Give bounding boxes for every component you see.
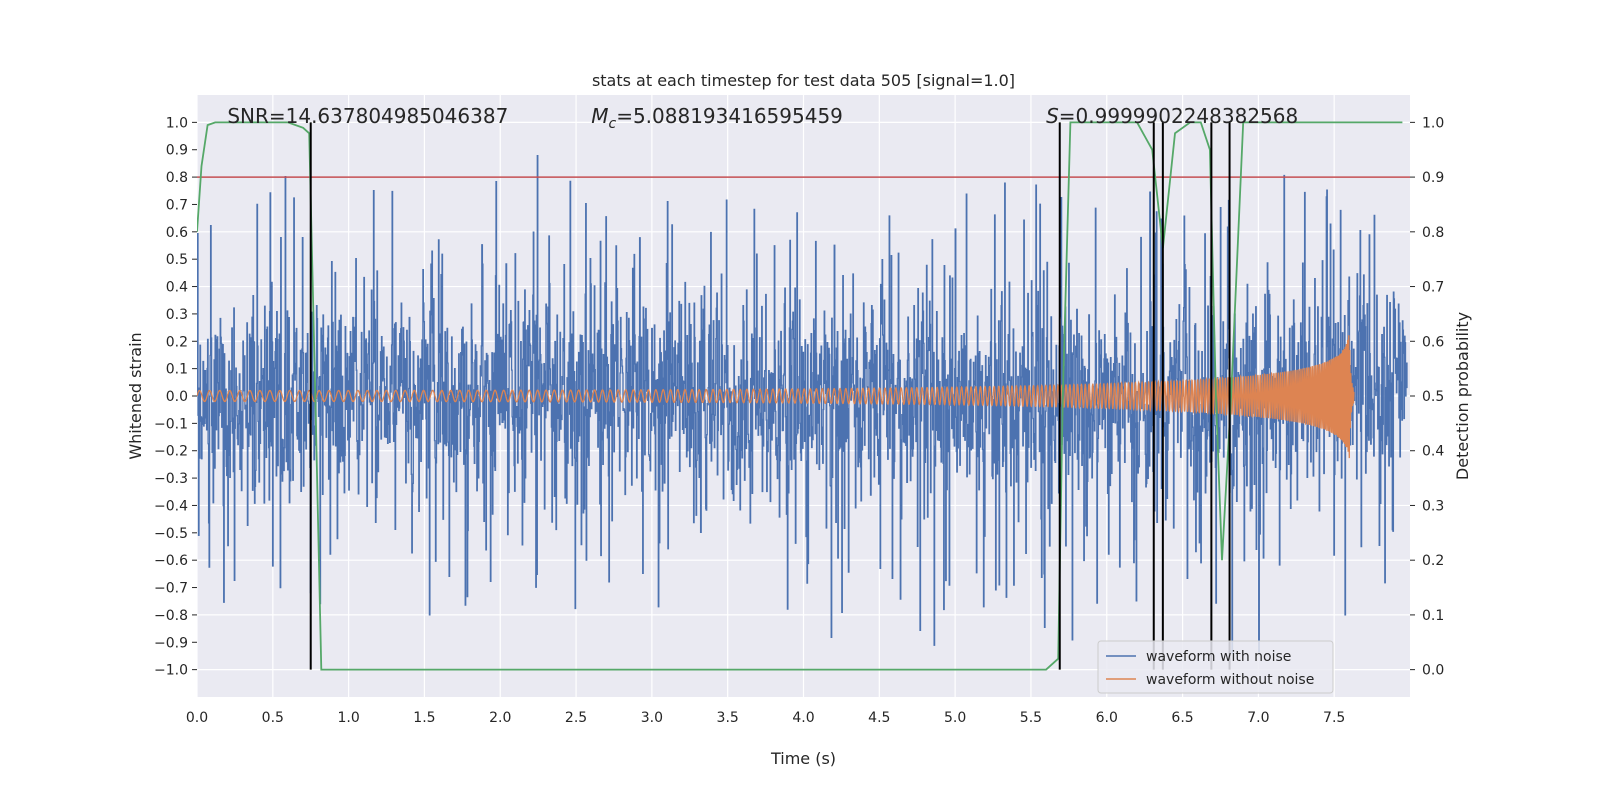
y-axis-label-right: Detection probability [1453, 312, 1472, 480]
y-tick-label-left: 0.7 [166, 197, 188, 213]
x-tick-label: 1.0 [337, 710, 359, 726]
x-tick-label: 7.5 [1323, 710, 1345, 726]
x-tick-label: 0.0 [186, 710, 208, 726]
y-tick-label-right: 1.0 [1422, 115, 1444, 131]
y-tick-label-left: −0.2 [154, 444, 188, 460]
x-tick-label: 3.0 [641, 710, 663, 726]
x-tick-label: 2.0 [489, 710, 511, 726]
score-annotation: S=0.9999902248382568 [1046, 104, 1298, 128]
y-tick-label-left: −1.0 [154, 663, 188, 679]
y-tick-label-right: 0.3 [1422, 498, 1444, 514]
x-tick-label: 4.5 [868, 710, 890, 726]
y-tick-label-left: 0.1 [166, 362, 188, 378]
x-tick-label: 5.5 [1020, 710, 1042, 726]
y-axis-label-left: Whitened strain [126, 332, 145, 459]
x-axis-label: Time (s) [770, 749, 836, 768]
data-layer [197, 121, 1410, 671]
legend: waveform with noise waveform without noi… [1097, 640, 1334, 694]
chirp-mass-symbol: M [591, 104, 608, 128]
y-tick-label-right: 0.0 [1422, 663, 1444, 679]
y-tick-label-left: 0.2 [166, 334, 188, 350]
series-detection-probability [197, 121, 1403, 671]
y-tick-label-left: −0.4 [154, 498, 188, 514]
y-tick-label-left: 0.4 [166, 280, 188, 296]
x-tick-label: 6.0 [1096, 710, 1118, 726]
y-tick-label-left: −0.1 [154, 416, 188, 432]
ticks: 0.0 0.5 1.0 1.5 2.0 2.5 3.0 3.5 4.0 4.5 5.0 5.5 6.0 6… [154, 115, 1444, 726]
y-tick-label-left: −0.7 [154, 581, 188, 597]
x-tick-label: 1.5 [413, 710, 435, 726]
y-tick-label-right: 0.4 [1422, 444, 1444, 460]
y-tick-label-right: 0.2 [1422, 553, 1444, 569]
chirp-mass-value: =5.088193416595459 [616, 104, 843, 128]
y-tick-label-left: −0.6 [154, 553, 188, 569]
legend-box [1097, 640, 1334, 694]
y-tick-label-right: 0.7 [1422, 280, 1444, 296]
y-tick-label-left: 0.0 [166, 389, 188, 405]
x-tick-label: 2.5 [565, 710, 587, 726]
y-tick-label-left: 0.5 [166, 252, 188, 268]
y-tick-label-left: −0.8 [154, 608, 188, 624]
legend-label-noise: waveform with noise [1146, 649, 1291, 665]
series-waveform-without-noise [197, 335, 1355, 459]
y-tick-label-left: −0.5 [154, 526, 188, 542]
y-tick-label-right: 0.6 [1422, 334, 1444, 350]
y-tick-label-left: 0.6 [166, 225, 188, 241]
y-tick-label-right: 0.1 [1422, 608, 1444, 624]
chirp-mass-subscript: c [608, 116, 616, 132]
x-tick-label: 4.0 [792, 710, 814, 726]
x-tick-label: 6.5 [1171, 710, 1193, 726]
y-tick-label-left: −0.3 [154, 471, 188, 487]
series-waveform-with-noise [197, 155, 1408, 655]
chirp-mass-annotation: Mc=5.088193416595459 [591, 104, 843, 132]
y-tick-label-left: 0.8 [166, 170, 188, 186]
y-tick-label-left: −0.9 [154, 635, 188, 651]
score-symbol: S [1046, 104, 1059, 128]
score-value: =0.9999902248382568 [1059, 104, 1298, 128]
y-tick-label-right: 0.8 [1422, 225, 1444, 241]
y-tick-label-right: 0.5 [1422, 389, 1444, 405]
y-tick-label-left: 1.0 [166, 115, 188, 131]
snr-annotation: SNR=14.637804985046387 [227, 104, 508, 128]
y-tick-label-left: 0.9 [166, 143, 188, 159]
y-tick-label-left: 0.3 [166, 307, 188, 323]
x-tick-label: 7.0 [1247, 710, 1269, 726]
y-tick-label-right: 0.9 [1422, 170, 1444, 186]
x-tick-label: 0.5 [262, 710, 284, 726]
legend-label-clean: waveform without noise [1146, 672, 1314, 688]
x-tick-label: 5.0 [944, 710, 966, 726]
chart-title: stats at each timestep for test data 505… [592, 71, 1015, 90]
x-tick-label: 3.5 [717, 710, 739, 726]
